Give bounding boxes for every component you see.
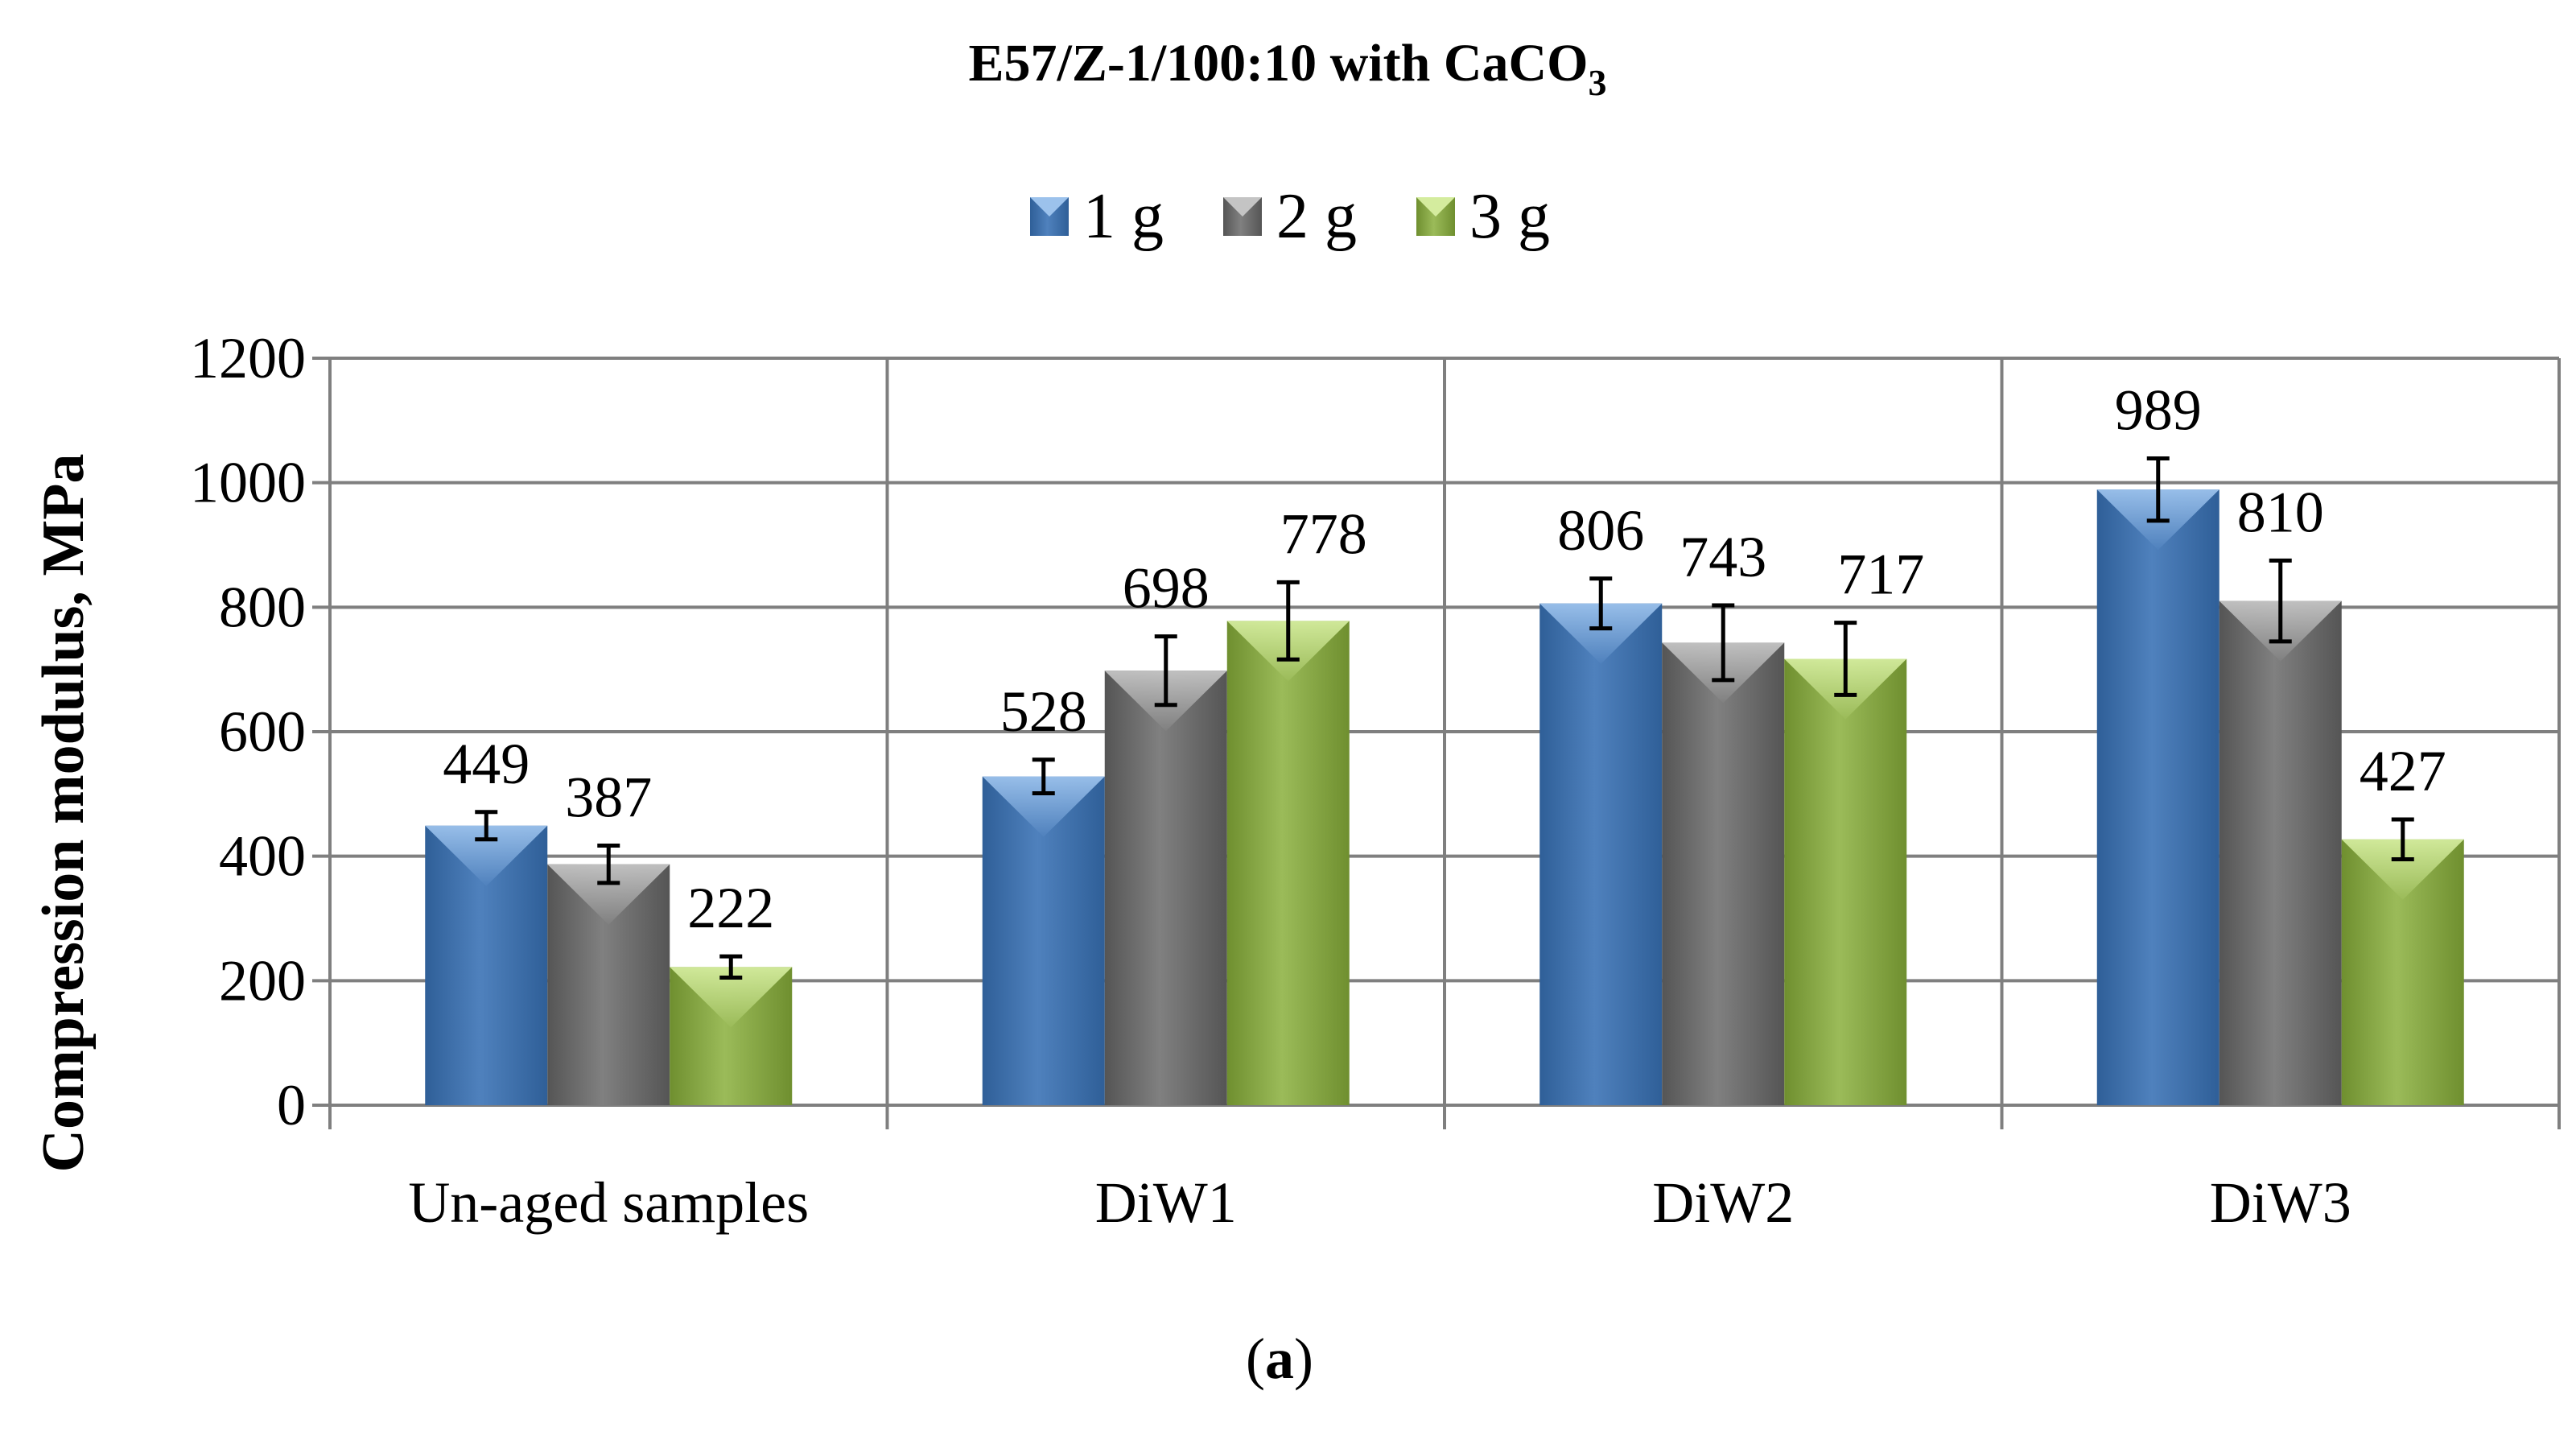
data-labels: 449 387 222 528 698 778 806 743 717 989 810 427 <box>443 378 2446 941</box>
bar-highlight <box>670 967 793 1028</box>
bars <box>425 489 2464 1105</box>
data-label: 717 <box>1837 543 1924 607</box>
data-label: 387 <box>565 766 652 830</box>
data-label: 743 <box>1680 525 1766 589</box>
bar-body <box>2219 600 2342 1105</box>
error-bar <box>597 844 620 885</box>
bar <box>2341 839 2464 1105</box>
bar <box>982 776 1105 1105</box>
error-bar <box>2146 456 2170 523</box>
error-bar <box>1154 634 1177 708</box>
chart-title-main: E57/Z-1/100:10 with CaCO <box>968 34 1588 93</box>
data-label: 778 <box>1280 501 1367 566</box>
data-label: 810 <box>2237 480 2324 544</box>
bar-highlight <box>1539 603 1663 664</box>
data-label: 427 <box>2360 739 2446 803</box>
bar <box>670 967 793 1105</box>
y-tick-label: 600 <box>219 699 306 764</box>
bar-highlight <box>2341 839 2464 900</box>
bar-body <box>1104 671 1227 1105</box>
chart-title-subscript: 3 <box>1589 62 1607 103</box>
bar-highlight <box>425 825 548 886</box>
bar-highlight <box>982 776 1105 837</box>
data-label: 698 <box>1123 556 1210 621</box>
x-tick-label: DiW2 <box>1652 1170 1794 1235</box>
figure-caption: (a) <box>1246 1327 1313 1391</box>
error-bar <box>475 810 498 842</box>
error-bar <box>1834 621 1857 697</box>
data-label: 222 <box>687 876 774 940</box>
bar <box>547 864 670 1105</box>
legend-label: 1 g <box>1083 181 1164 252</box>
y-tick-label: 0 <box>277 1073 306 1137</box>
bar <box>1226 621 1350 1105</box>
y-tick-label: 400 <box>219 824 306 889</box>
error-bar <box>1032 757 1055 796</box>
y-tick-label: 800 <box>219 575 306 639</box>
bar-highlight <box>547 864 670 925</box>
error-bar <box>1589 576 1613 631</box>
legend: 1 g 2 g 3 g <box>1030 181 1550 252</box>
x-tick-label: DiW3 <box>2210 1170 2351 1235</box>
data-label: 528 <box>1000 679 1087 744</box>
bar-body <box>1539 603 1663 1105</box>
legend-label: 2 g <box>1276 181 1357 252</box>
data-label: 806 <box>1557 498 1644 563</box>
bar <box>2219 600 2342 1105</box>
error-bar <box>2269 558 2292 644</box>
bar-body <box>1662 642 1785 1105</box>
x-tick-label: Un-aged samples <box>408 1170 809 1235</box>
bar <box>425 825 548 1105</box>
error-bars <box>475 456 2414 980</box>
bar-body <box>1226 621 1350 1105</box>
caption-open: ( <box>1246 1327 1265 1391</box>
bar <box>1784 658 1907 1105</box>
data-label: 449 <box>443 732 530 796</box>
y-tick-label: 200 <box>219 948 306 1013</box>
y-axis-ticks: 0 200 400 600 800 1000 1200 <box>190 326 306 1137</box>
caption-letter: a <box>1265 1327 1294 1391</box>
data-label: 989 <box>2115 378 2202 443</box>
bar <box>1662 642 1785 1105</box>
legend-label: 3 g <box>1469 181 1550 252</box>
y-axis-label: Compression modulus, MPa <box>31 454 97 1173</box>
caption-close: ) <box>1294 1327 1313 1391</box>
error-bar <box>1276 580 1300 662</box>
error-bar <box>1712 603 1735 683</box>
x-tick-label: DiW1 <box>1095 1170 1237 1235</box>
legend-item: 3 g <box>1416 181 1550 252</box>
bar <box>1104 671 1227 1105</box>
error-bar <box>2391 817 2414 862</box>
bar <box>1539 603 1663 1105</box>
chart-title: E57/Z-1/100:10 with CaCO3 <box>968 34 1606 103</box>
legend-item: 2 g <box>1223 181 1357 252</box>
bar-body <box>1784 658 1907 1105</box>
y-tick-label: 1200 <box>190 326 306 390</box>
legend-item: 1 g <box>1030 181 1164 252</box>
x-axis-categories: Un-aged samples DiW1 DiW2 DiW3 <box>408 1170 2351 1235</box>
error-bar <box>719 954 743 980</box>
y-tick-label: 1000 <box>190 451 306 515</box>
bar <box>2096 489 2219 1105</box>
bar-body <box>2096 489 2219 1105</box>
